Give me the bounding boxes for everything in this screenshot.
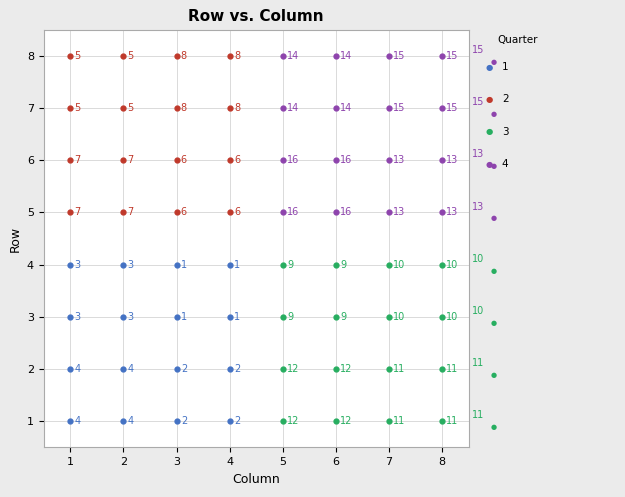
Text: 13: 13 — [472, 201, 484, 212]
Text: 15: 15 — [393, 103, 406, 113]
Text: 11: 11 — [393, 364, 406, 374]
Text: 4: 4 — [127, 416, 134, 426]
Text: 3: 3 — [127, 259, 134, 270]
Text: 6: 6 — [181, 155, 187, 166]
Text: ●: ● — [491, 111, 497, 117]
Text: 9: 9 — [287, 259, 293, 270]
Text: 14: 14 — [340, 103, 352, 113]
Text: 13: 13 — [393, 207, 406, 218]
Text: 1: 1 — [502, 62, 509, 72]
Text: 5: 5 — [127, 103, 134, 113]
Text: 1: 1 — [181, 259, 187, 270]
Text: 2: 2 — [181, 416, 187, 426]
Text: 10: 10 — [472, 306, 484, 316]
X-axis label: Column: Column — [232, 473, 280, 486]
Text: 9: 9 — [340, 259, 346, 270]
Text: 12: 12 — [340, 416, 352, 426]
Text: ●: ● — [491, 372, 497, 378]
Text: 16: 16 — [340, 207, 352, 218]
Text: 9: 9 — [287, 312, 293, 322]
Text: ●: ● — [491, 320, 497, 326]
Title: Row vs. Column: Row vs. Column — [189, 9, 324, 24]
Text: 3: 3 — [74, 259, 81, 270]
Text: ●: ● — [486, 63, 493, 72]
Text: 12: 12 — [340, 364, 352, 374]
Text: 10: 10 — [446, 312, 459, 322]
Text: 4: 4 — [74, 364, 81, 374]
Text: ●: ● — [491, 59, 497, 65]
Text: 14: 14 — [340, 51, 352, 61]
Text: 2: 2 — [234, 364, 240, 374]
Text: ●: ● — [486, 95, 493, 104]
Text: ●: ● — [486, 160, 493, 168]
Text: 8: 8 — [181, 51, 187, 61]
Text: 16: 16 — [287, 155, 299, 166]
Text: 6: 6 — [234, 155, 240, 166]
Text: 7: 7 — [74, 155, 81, 166]
Text: 11: 11 — [472, 358, 484, 368]
Text: 1: 1 — [181, 312, 187, 322]
Text: 14: 14 — [287, 103, 299, 113]
Text: 13: 13 — [472, 149, 484, 160]
Text: 8: 8 — [181, 103, 187, 113]
Text: 1: 1 — [234, 312, 240, 322]
Text: 16: 16 — [287, 207, 299, 218]
Text: 9: 9 — [340, 312, 346, 322]
Text: 12: 12 — [287, 416, 299, 426]
Text: 5: 5 — [127, 51, 134, 61]
Text: 3: 3 — [502, 127, 509, 137]
Text: 7: 7 — [127, 207, 134, 218]
Text: Quarter: Quarter — [497, 35, 538, 45]
Text: 15: 15 — [446, 51, 459, 61]
Text: 16: 16 — [340, 155, 352, 166]
Text: 10: 10 — [393, 312, 406, 322]
Text: 8: 8 — [234, 51, 240, 61]
Text: 12: 12 — [287, 364, 299, 374]
Text: 11: 11 — [393, 416, 406, 426]
Text: 4: 4 — [502, 159, 509, 169]
Text: 11: 11 — [446, 364, 459, 374]
Text: ●: ● — [486, 127, 493, 136]
Text: 5: 5 — [74, 51, 81, 61]
Text: 15: 15 — [472, 45, 484, 55]
Text: 6: 6 — [181, 207, 187, 218]
Text: 13: 13 — [446, 155, 459, 166]
Text: 4: 4 — [74, 416, 81, 426]
Text: 11: 11 — [472, 410, 484, 420]
Text: 15: 15 — [393, 51, 406, 61]
Text: 15: 15 — [472, 97, 484, 107]
Text: 10: 10 — [393, 259, 406, 270]
Text: ●: ● — [491, 267, 497, 274]
Text: 2: 2 — [502, 94, 509, 104]
Text: 7: 7 — [127, 155, 134, 166]
Text: 2: 2 — [181, 364, 187, 374]
Text: 2: 2 — [234, 416, 240, 426]
Text: 5: 5 — [74, 103, 81, 113]
Text: 10: 10 — [472, 253, 484, 264]
Text: 15: 15 — [446, 103, 459, 113]
Text: ●: ● — [491, 163, 497, 169]
Text: ●: ● — [491, 215, 497, 222]
Y-axis label: Row: Row — [8, 226, 21, 251]
Text: 10: 10 — [446, 259, 459, 270]
Text: 7: 7 — [74, 207, 81, 218]
Text: 11: 11 — [446, 416, 459, 426]
Text: 3: 3 — [127, 312, 134, 322]
Text: 14: 14 — [287, 51, 299, 61]
Text: 13: 13 — [393, 155, 406, 166]
Text: 13: 13 — [446, 207, 459, 218]
Text: 6: 6 — [234, 207, 240, 218]
Text: 4: 4 — [127, 364, 134, 374]
Text: 3: 3 — [74, 312, 81, 322]
Text: 1: 1 — [234, 259, 240, 270]
Text: 8: 8 — [234, 103, 240, 113]
Text: ●: ● — [491, 424, 497, 430]
